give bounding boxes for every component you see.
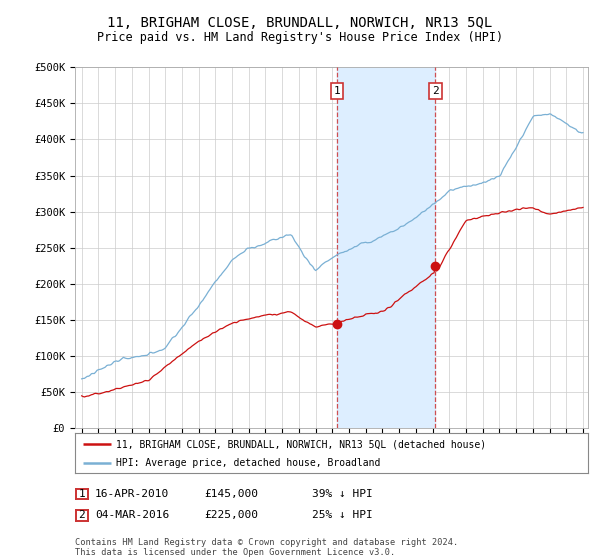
Text: 2: 2 — [432, 86, 439, 96]
Text: 2: 2 — [79, 510, 85, 520]
Text: 1: 1 — [79, 489, 85, 499]
Text: HPI: Average price, detached house, Broadland: HPI: Average price, detached house, Broa… — [116, 458, 380, 468]
Text: Contains HM Land Registry data © Crown copyright and database right 2024.
This d: Contains HM Land Registry data © Crown c… — [75, 538, 458, 557]
Text: Price paid vs. HM Land Registry's House Price Index (HPI): Price paid vs. HM Land Registry's House … — [97, 31, 503, 44]
Text: £145,000: £145,000 — [204, 489, 258, 499]
Text: £225,000: £225,000 — [204, 510, 258, 520]
Text: 16-APR-2010: 16-APR-2010 — [95, 489, 169, 499]
Bar — [337, 67, 436, 428]
Text: 11, BRIGHAM CLOSE, BRUNDALL, NORWICH, NR13 5QL (detached house): 11, BRIGHAM CLOSE, BRUNDALL, NORWICH, NR… — [116, 439, 486, 449]
Text: 39% ↓ HPI: 39% ↓ HPI — [312, 489, 373, 499]
Text: 04-MAR-2016: 04-MAR-2016 — [95, 510, 169, 520]
Text: 1: 1 — [334, 86, 341, 96]
Text: 11, BRIGHAM CLOSE, BRUNDALL, NORWICH, NR13 5QL: 11, BRIGHAM CLOSE, BRUNDALL, NORWICH, NR… — [107, 16, 493, 30]
Text: 25% ↓ HPI: 25% ↓ HPI — [312, 510, 373, 520]
